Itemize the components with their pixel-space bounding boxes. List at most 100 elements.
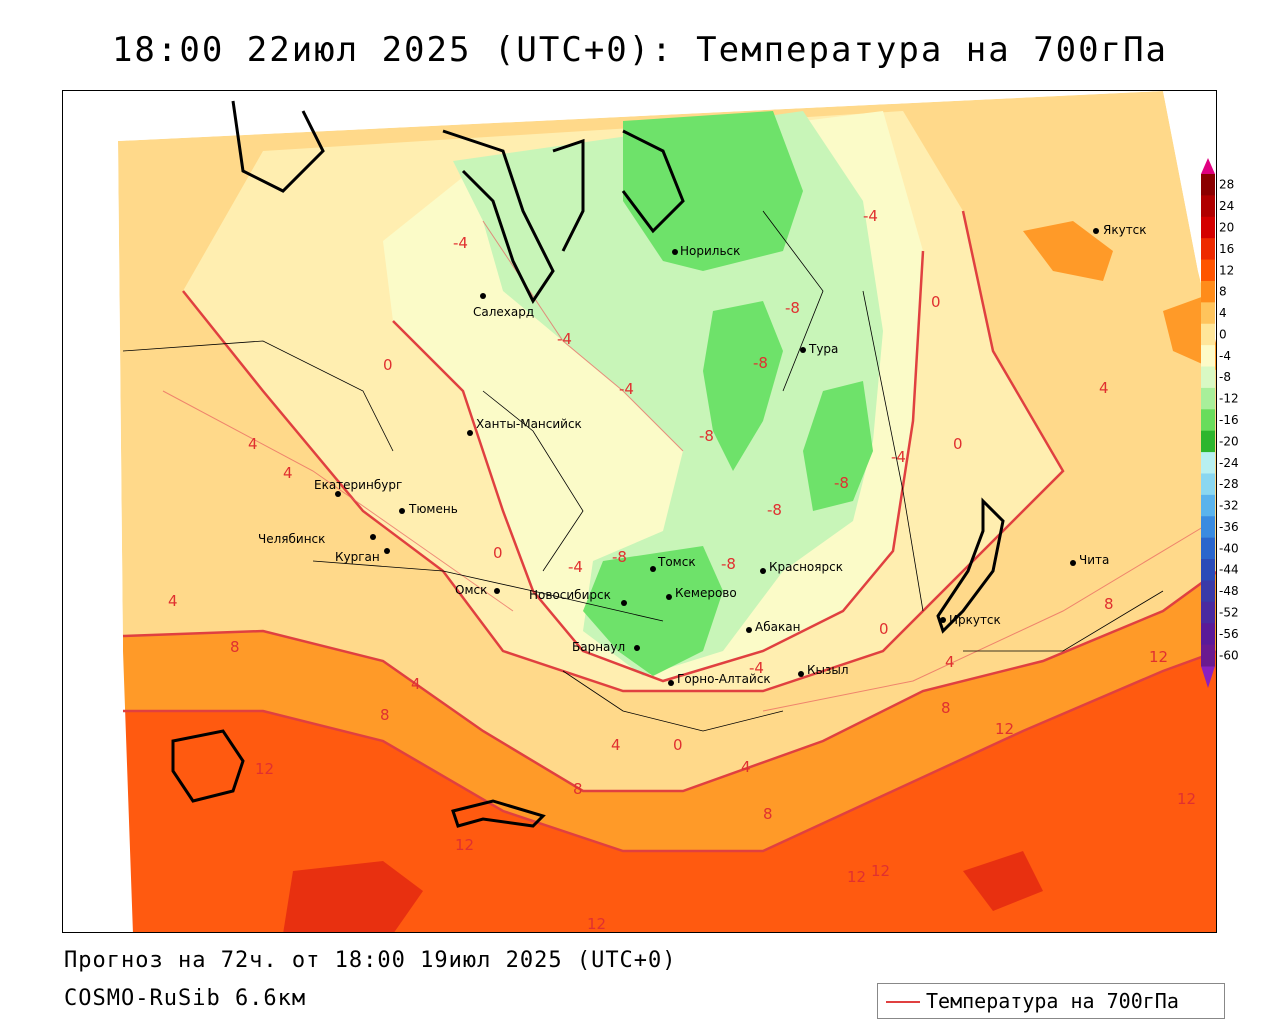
- colorbar-cell: [1201, 623, 1215, 646]
- colorbar-cell: [1201, 580, 1215, 603]
- isotherm-label: 4: [945, 653, 955, 671]
- isotherm-label: 8: [573, 780, 583, 798]
- isotherm-label: 8: [941, 699, 951, 717]
- isotherm-label: 0: [383, 356, 393, 374]
- colorbar-tick-label: -28: [1219, 477, 1239, 491]
- city-label: Красноярск: [769, 560, 843, 574]
- isotherm-label: -8: [612, 548, 627, 566]
- isotherm-label: 4: [411, 675, 421, 693]
- city-labels: Норильск Салехард Тура Якутск Ханты-Манс…: [258, 223, 1147, 686]
- city-label: Тюмень: [408, 502, 458, 516]
- colorbar-tick-label: 12: [1219, 263, 1234, 277]
- colorbar-cell: [1201, 537, 1215, 560]
- city-label: Кызыл: [807, 663, 849, 677]
- city-dot: [467, 430, 473, 436]
- isotherm-label: 0: [673, 736, 683, 754]
- isotherm-label: 0: [953, 435, 963, 453]
- field-band-m12-south: [583, 546, 723, 676]
- city-dot: [370, 534, 376, 540]
- isotherm-label: 12: [587, 915, 606, 933]
- city-label: Норильск: [680, 244, 740, 258]
- isotherm-label: 12: [1177, 790, 1196, 808]
- city-dot: [940, 617, 946, 623]
- colorbar-tick-label: 0: [1219, 327, 1227, 341]
- colorbar-top-arrow: [1201, 158, 1215, 174]
- city-markers: [335, 228, 1099, 686]
- isotherm-label: -4: [891, 448, 906, 466]
- caspian-coast: [171, 729, 245, 803]
- isotherm-label: 0: [493, 544, 503, 562]
- coast-yamal: [442, 129, 555, 304]
- isotherm-label: 0: [879, 620, 889, 638]
- map-area[interactable]: Норильск Салехард Тура Якутск Ханты-Манс…: [62, 90, 1217, 933]
- isotherm-value-labels: -4 -4 -4 -4 -8 -8 -8 -8 -8 -8 -8 -4 -4 -…: [168, 207, 1196, 933]
- city-label: Якутск: [1103, 223, 1147, 237]
- isotherm-label: 4: [741, 758, 751, 776]
- colorbar-cell: [1201, 494, 1215, 517]
- coast-gydan: [552, 138, 585, 252]
- city-dot: [672, 249, 678, 255]
- isotherm-label: 4: [611, 736, 621, 754]
- colorbar-tick-label: -48: [1219, 584, 1239, 598]
- city-label: Новосибирск: [529, 588, 611, 602]
- isotherm-label: -8: [834, 474, 849, 492]
- city-dot: [634, 645, 640, 651]
- colorbar-cell: [1201, 430, 1215, 453]
- colorbar-tick-label: -36: [1219, 520, 1239, 534]
- colorbar-cell: [1201, 473, 1215, 496]
- admin-borders: [122, 210, 1164, 732]
- city-dot: [666, 594, 672, 600]
- city-dot: [1093, 228, 1099, 234]
- colorbar-ticks: 28 24 20 16 12 8 4 0 -4 -8 -12 -16 -20 -24 -28 -32 -36 -4…: [1219, 178, 1239, 663]
- isotherm-label: 12: [847, 868, 866, 886]
- colorbar-bottom-arrow: [1201, 666, 1215, 688]
- model-caption: COSMO-RuSib 6.6км: [64, 986, 307, 1011]
- city-label: Тура: [808, 342, 838, 356]
- isotherm-4: [122, 570, 1216, 793]
- colorbar-cell: [1201, 644, 1215, 667]
- colorbar-cell: [1201, 195, 1215, 218]
- colorbar-cell: [1201, 387, 1215, 410]
- colorbar-tick-label: 24: [1219, 199, 1234, 213]
- city-label: Иркутск: [949, 613, 1001, 627]
- isotherm-label: 4: [283, 464, 293, 482]
- isotherm-label: -4: [863, 207, 878, 225]
- city-label: Барнаул: [572, 640, 625, 654]
- city-dot: [621, 600, 627, 606]
- isotherm-label: 12: [1149, 648, 1168, 666]
- city-dot: [746, 627, 752, 633]
- colorbar-cell: [1201, 516, 1215, 539]
- isotherm-label: 4: [248, 435, 258, 453]
- coast-taymyr: [621, 129, 685, 234]
- isotherm-label: -4: [453, 234, 468, 252]
- colorbar-tick-label: -52: [1219, 606, 1239, 620]
- isotherm-label: 8: [1104, 595, 1114, 613]
- colorbar-cell: [1201, 366, 1215, 389]
- isotherm-0: [182, 210, 1065, 693]
- colorbar-cell: [1201, 559, 1215, 581]
- colorbar-tick-label: 8: [1219, 285, 1227, 299]
- colorbar-cell: [1201, 409, 1215, 432]
- isotherm-label: 12: [455, 836, 474, 854]
- city-label: Курган: [335, 550, 380, 564]
- isotherm-label: 8: [380, 706, 390, 724]
- isotherm-label: 8: [763, 805, 773, 823]
- isotherm-8: [123, 650, 1216, 853]
- city-label: Абакан: [755, 620, 800, 634]
- colorbar-cell: [1201, 345, 1215, 368]
- colorbar-tick-label: 16: [1219, 242, 1234, 256]
- isotherm-label: 4: [1099, 379, 1109, 397]
- colorbar-tick-label: 28: [1219, 178, 1234, 192]
- colorbar-cell: [1201, 259, 1215, 282]
- city-dot: [668, 680, 674, 686]
- city-dot: [335, 491, 341, 497]
- isotherm-label: -8: [785, 299, 800, 317]
- colorbar-tick-label: -40: [1219, 541, 1239, 555]
- isotherm-label: -4: [749, 659, 764, 677]
- city-dot: [798, 671, 804, 677]
- coast-northwest: [231, 100, 325, 193]
- isotherm-label: 4: [168, 592, 178, 610]
- map-title: 18:00 22июл 2025 (UTC+0): Температура на…: [111, 30, 1169, 70]
- colorbar-cell: [1201, 174, 1215, 196]
- isotherm-label: -8: [753, 354, 768, 372]
